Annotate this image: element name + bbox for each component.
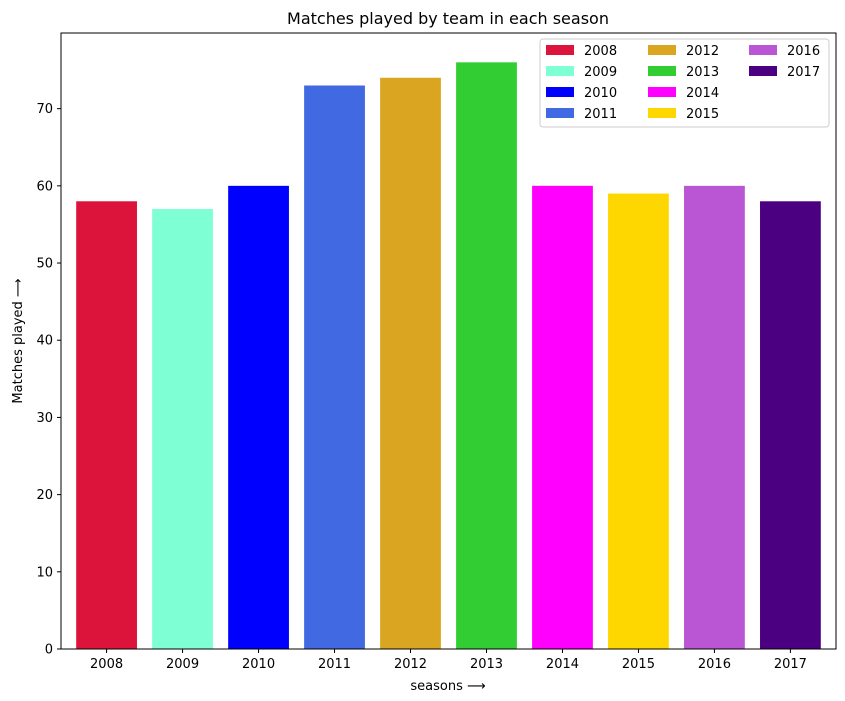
bar-2009 — [152, 209, 213, 649]
legend-label-2013: 2013 — [686, 65, 719, 80]
bar-2017 — [760, 201, 821, 649]
x-tick-label: 2011 — [318, 657, 351, 672]
x-axis-label: seasons ⟶ — [410, 679, 485, 694]
x-tick-label: 2012 — [394, 657, 427, 672]
y-tick-label: 40 — [36, 334, 53, 349]
legend-label-2014: 2014 — [686, 86, 719, 101]
legend-frame — [539, 38, 830, 128]
bar-2010 — [228, 185, 289, 649]
bar-2013 — [456, 62, 517, 650]
legend-label-2009: 2009 — [584, 65, 617, 80]
bars-group — [76, 62, 821, 650]
legend-swatch-2010 — [546, 87, 574, 97]
legend-label-2008: 2008 — [584, 44, 617, 59]
plot-frame — [60, 32, 837, 650]
x-tick-label: 2013 — [470, 657, 503, 672]
legend: 2008 2009 2010 2011 2012 2013 2014 2015 2016 2017 — [539, 38, 830, 128]
x-tick-label: 2008 — [90, 657, 123, 672]
legend-swatch-2017 — [749, 66, 777, 76]
legend-label-2015: 2015 — [686, 107, 719, 122]
y-tick-label: 20 — [36, 488, 53, 503]
x-tick-label: 2009 — [166, 657, 199, 672]
bar-2016 — [684, 185, 745, 649]
legend-swatch-2009 — [546, 66, 574, 76]
legend-swatch-2014 — [648, 87, 676, 97]
legend-swatch-2015 — [648, 108, 676, 118]
legend-swatch-2013 — [648, 66, 676, 76]
legend-swatch-2008 — [546, 45, 574, 55]
bar-2011 — [304, 85, 365, 650]
legend-swatch-2012 — [648, 45, 676, 55]
y-tick-label: 60 — [36, 179, 53, 194]
legend-label-2012: 2012 — [686, 44, 719, 59]
x-tick-label: 2010 — [242, 657, 275, 672]
x-tick-label: 2015 — [622, 657, 655, 672]
y-tick-label: 10 — [36, 565, 53, 580]
y-tick-label: 70 — [36, 102, 53, 117]
x-tick-label: 2014 — [546, 657, 579, 672]
bar-2012 — [380, 77, 441, 650]
bar-2015 — [608, 193, 669, 649]
legend-swatch-2011 — [546, 108, 574, 118]
legend-label-2017: 2017 — [787, 65, 820, 80]
bar-2008 — [76, 201, 137, 649]
y-tick-label: 0 — [45, 643, 53, 658]
y-axis-ticks: 0 10 20 30 40 50 60 70 — [36, 102, 61, 658]
y-tick-label: 30 — [36, 411, 53, 426]
chart-title: Matches played by team in each season — [287, 9, 609, 28]
x-tick-label: 2016 — [698, 657, 731, 672]
y-tick-label: 50 — [36, 257, 53, 272]
x-axis-ticks: 2008 2009 2010 2011 2012 2013 2014 2015 2016 2017 — [90, 649, 807, 672]
x-tick-label: 2017 — [774, 657, 807, 672]
legend-label-2016: 2016 — [787, 44, 820, 59]
legend-label-2010: 2010 — [584, 86, 617, 101]
bar-2014 — [532, 185, 593, 649]
legend-swatch-2016 — [749, 45, 777, 55]
y-axis-label: Matches played ⟶ — [11, 278, 26, 403]
legend-label-2011: 2011 — [584, 107, 617, 122]
